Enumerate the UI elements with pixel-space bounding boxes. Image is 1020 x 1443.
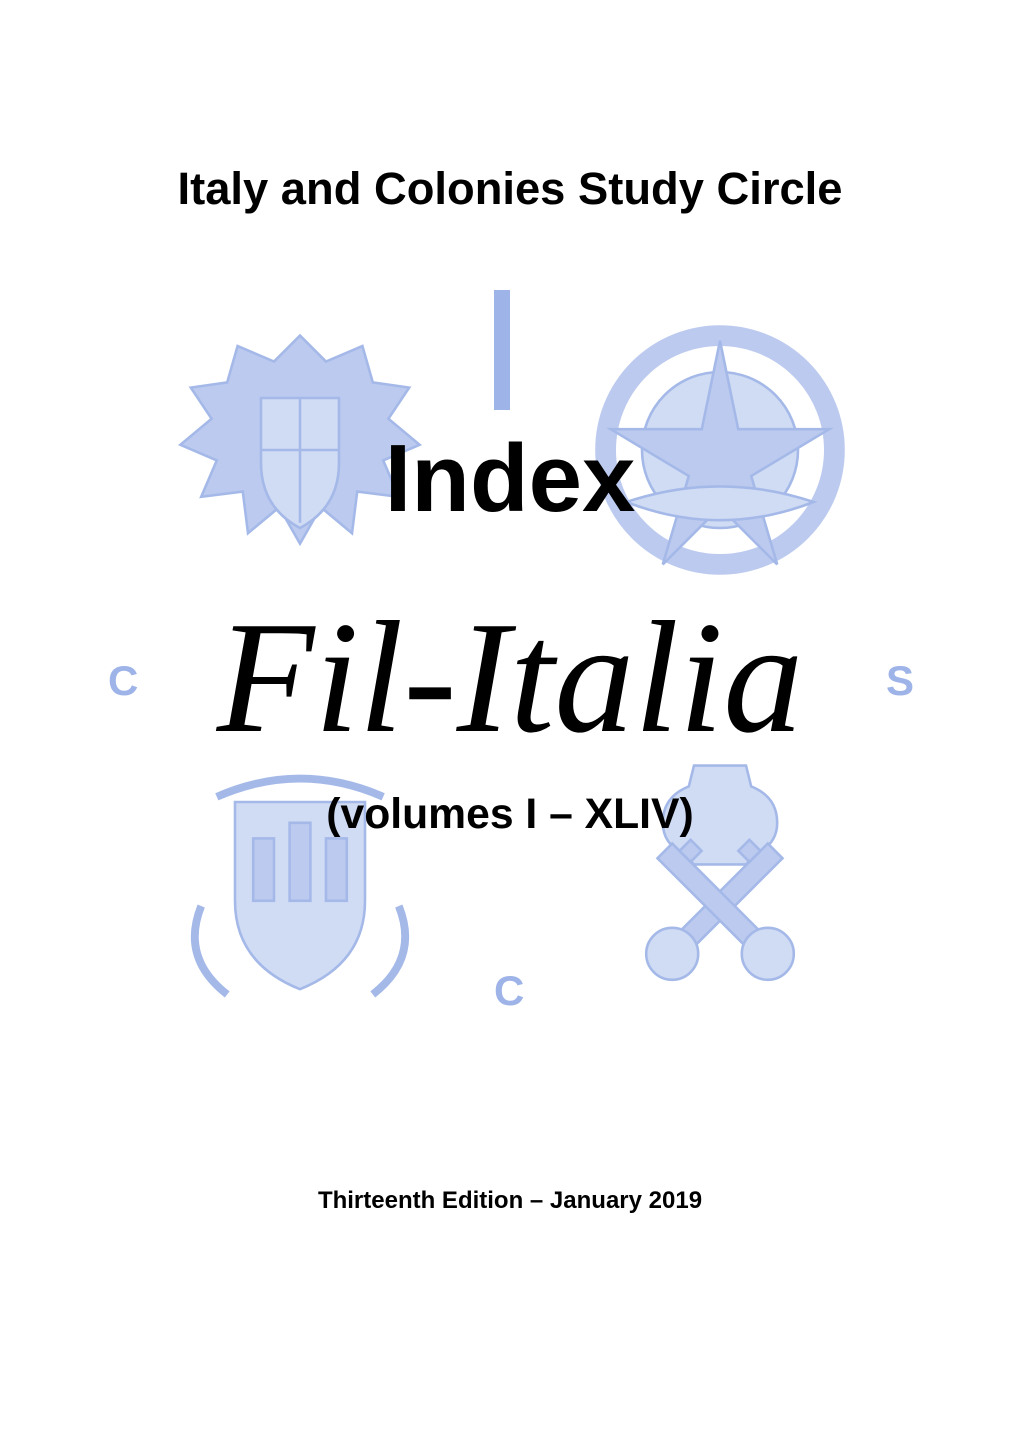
document-page: Italy and Colonies Study Circle C S C (0, 0, 1020, 1443)
title-fil-italia: Fil-Italia (0, 585, 1020, 770)
edition-footer: Thirteenth Edition – January 2019 (0, 1187, 1020, 1215)
icsc-letter-i (494, 290, 510, 410)
icsc-letter-c-bottom: C (494, 970, 524, 1012)
title-volumes: (volumes I – XLIV) (0, 790, 1020, 839)
crest-vatican-keys (590, 750, 850, 1010)
page-title: Italy and Colonies Study Circle (0, 163, 1020, 215)
title-index: Index (0, 424, 1020, 534)
crest-san-marino (170, 750, 430, 1010)
hero-graphic: C S C (0, 290, 1020, 1010)
